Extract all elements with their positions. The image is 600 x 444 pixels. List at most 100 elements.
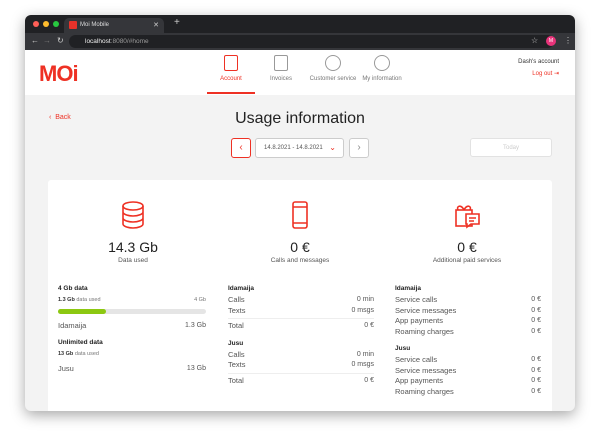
- chevron-down-icon: ⌄: [329, 143, 336, 152]
- usage-row: Service calls 0 €: [395, 295, 541, 306]
- data-progress-bar: [58, 308, 206, 314]
- usage-row: Roaming charges 0 €: [395, 387, 541, 398]
- total-row: Total 0 €: [228, 318, 374, 332]
- services-section: Idamaija Service calls 0 € Service messages…: [395, 285, 541, 405]
- usage-row: Texts 0 msgs: [228, 306, 374, 317]
- data-usage-section: 4 Gb data 1.3 Gb data used 4 Gb Idamaija 1…: [58, 285, 206, 374]
- avatar[interactable]: M: [546, 36, 556, 46]
- row-label: Service messages: [395, 365, 457, 375]
- minimize-window-button[interactable]: [43, 21, 49, 27]
- total-value: 0 €: [364, 322, 374, 329]
- user-data-row: Idamaija 1.3 Gb: [58, 321, 206, 332]
- logout-link[interactable]: Log out ⇥: [532, 71, 559, 77]
- back-arrow-icon[interactable]: ←: [31, 36, 39, 45]
- nav-label: Invoices: [269, 76, 292, 82]
- row-label: Texts: [228, 305, 246, 315]
- close-window-button[interactable]: [33, 21, 39, 27]
- url-field[interactable]: localhost:8080/#home: [69, 35, 554, 48]
- date-range-value: 14.8.2021 - 14.8.2021: [264, 145, 323, 151]
- data-used-value: 14.3 Gb: [108, 239, 158, 255]
- nav-label: Account: [220, 76, 242, 82]
- user-value: 13 Gb: [186, 364, 206, 372]
- user-name: Idamaija: [395, 285, 422, 292]
- plan-title: 4 Gb data: [58, 285, 88, 292]
- headset-smiley-icon: [325, 55, 341, 71]
- browser-tab[interactable]: Moi Mobile ✕: [64, 18, 164, 33]
- row-value: 0 €: [531, 296, 541, 303]
- total-value: 0 €: [364, 376, 374, 384]
- row-value: 0 €: [531, 317, 541, 324]
- previous-date-button[interactable]: ‹: [231, 138, 251, 158]
- row-label: Roaming charges: [395, 386, 454, 396]
- new-tab-button[interactable]: +: [174, 17, 180, 28]
- plan-used-label: data used: [76, 297, 101, 303]
- forward-arrow-icon[interactable]: →: [43, 36, 51, 45]
- site-header: MOi Account Invoices Customer service My…: [25, 50, 575, 95]
- row-value: 0 €: [531, 356, 541, 363]
- usage-row: Calls 0 min: [228, 295, 374, 306]
- plan-usage-row: 1.3 Gb data used 4 Gb: [58, 295, 206, 306]
- row-label: Roaming charges: [395, 326, 454, 336]
- usage-card: 14.3 Gb Data used 0 € Calls and messages…: [48, 180, 552, 411]
- row-value: 0 min: [356, 350, 374, 358]
- calls-value: 0 €: [290, 239, 310, 255]
- account-name: Dash's account: [518, 59, 559, 65]
- next-date-button[interactable]: ›: [349, 138, 369, 158]
- total-label: Total: [228, 375, 244, 385]
- usage-row: App payments 0 €: [395, 376, 541, 387]
- plan-used: 13 Gb: [58, 351, 74, 357]
- nav-customer-service[interactable]: Customer service: [305, 55, 361, 82]
- total-row: Total 0 €: [228, 372, 374, 387]
- today-button[interactable]: Today: [470, 138, 552, 157]
- row-label: Service messages: [395, 305, 457, 315]
- back-label: Back: [55, 114, 71, 121]
- data-progress-fill: [58, 308, 107, 314]
- tab-title: Moi Mobile: [80, 22, 110, 28]
- row-label: Service calls: [395, 295, 438, 304]
- calls-summary: 0 € Calls and messages: [225, 180, 375, 264]
- browser-window: Moi Mobile ✕ + ← → ↻ localhost:8080/#home…: [25, 15, 575, 411]
- menu-icon[interactable]: ⋮: [564, 36, 572, 45]
- nav-account[interactable]: Account: [205, 55, 257, 82]
- maximize-window-button[interactable]: [53, 21, 59, 27]
- services-summary: 0 € Additional paid services: [392, 180, 542, 264]
- usage-row: App payments 0 €: [395, 316, 541, 327]
- active-nav-indicator: [207, 92, 255, 94]
- row-label: Service calls: [395, 355, 438, 364]
- sim-card-icon: [224, 55, 238, 71]
- phone-icon: [292, 201, 308, 229]
- back-link[interactable]: ‹ Back: [49, 114, 71, 121]
- data-summary: 14.3 Gb Data used: [58, 180, 208, 264]
- page-title: Usage information: [235, 110, 365, 127]
- star-icon[interactable]: ☆: [531, 36, 539, 45]
- usage-row: Texts 0 msgs: [228, 360, 374, 371]
- user-group: Jusu Service calls 0 € Service messages 0 € A…: [395, 345, 541, 397]
- plan-used: 1.3 Gb: [58, 297, 75, 303]
- plan-used-label: data used: [74, 351, 99, 357]
- user-name: Idamaija: [58, 320, 87, 330]
- row-value: 0 msgs: [351, 361, 374, 368]
- row-value: 0 €: [531, 366, 541, 374]
- usage-row: Service messages 0 €: [395, 366, 541, 377]
- date-range-select[interactable]: 14.8.2021 - 14.8.2021 ⌄: [255, 138, 344, 158]
- url-path: :8080/#home: [110, 38, 149, 45]
- calls-label: Calls and messages: [270, 257, 330, 264]
- close-tab-icon[interactable]: ✕: [153, 22, 159, 29]
- services-label: Additional paid services: [432, 257, 502, 264]
- nav-my-information[interactable]: My information: [361, 55, 403, 82]
- nav-label: My information: [362, 76, 402, 82]
- row-value: 0 msgs: [351, 306, 374, 314]
- moi-logo[interactable]: MOi: [39, 61, 79, 86]
- user-group: Jusu Calls 0 min Texts 0 msgs Total 0 €: [228, 340, 374, 387]
- row-value: 0 min: [356, 296, 374, 303]
- row-value: 0 €: [531, 327, 541, 335]
- nav-invoices[interactable]: Invoices: [261, 55, 301, 82]
- nav-label: Customer service: [309, 76, 357, 82]
- row-label: Calls: [228, 349, 245, 359]
- data-used-label: Data used: [118, 257, 148, 264]
- usage-row: Service calls 0 €: [395, 355, 541, 366]
- services-value: 0 €: [457, 239, 477, 255]
- row-label: App payments: [395, 316, 443, 325]
- reload-icon[interactable]: ↻: [57, 36, 64, 45]
- row-label: Texts: [228, 360, 246, 369]
